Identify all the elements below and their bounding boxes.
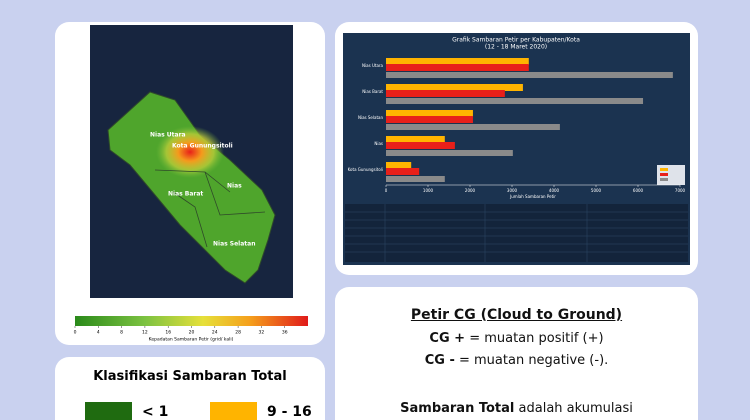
bar	[386, 90, 505, 97]
x-tick-label: 4000	[549, 188, 560, 193]
chart-title: Grafik Sambaran Petir per Kabupaten/Kota	[452, 37, 580, 44]
bar	[386, 176, 445, 182]
classification-title: Klasifikasi Sambaran Total	[93, 369, 287, 384]
region-label: Nias Utara	[150, 132, 186, 139]
bar	[386, 58, 529, 65]
colorbar-tick-label: 4	[97, 330, 100, 336]
region-label: Nias Selatan	[213, 241, 255, 248]
table	[345, 204, 688, 262]
x-tick-label: 6000	[633, 188, 644, 193]
bar	[386, 110, 473, 117]
map-card: Nias Utara Kota Gunungsitoli Nias Barat Nia…	[55, 22, 325, 345]
bar	[386, 98, 644, 104]
colorbar	[75, 316, 308, 326]
colorbar-tick-label: 36	[282, 330, 288, 336]
y-tick-label: Kota Gunungsitoli	[348, 167, 383, 172]
chart-card: Grafik Sambaran Petir per Kabupaten/Kota…	[335, 22, 698, 275]
note-line: CG + = muatan positif (+)	[335, 331, 698, 346]
chart: Grafik Sambaran Petir per Kabupaten/Kota…	[343, 33, 690, 265]
bar	[386, 116, 473, 123]
class-label: < 1	[142, 404, 169, 420]
boundaries	[154, 169, 266, 248]
colorbar-tick-label: 0	[74, 330, 77, 336]
classification-card: Klasifikasi Sambaran Total < 1 9 - 16	[55, 357, 325, 420]
bar	[386, 136, 445, 143]
bar	[386, 64, 529, 71]
y-tick-label: Nias Barat	[362, 89, 383, 94]
hotspot	[156, 126, 224, 178]
x-axis-label: Jumlah Sambaran Petir	[509, 194, 556, 199]
x-tick-label: 2000	[465, 188, 476, 193]
y-tick-label: Nias Selatan	[358, 115, 383, 120]
class-swatch	[210, 402, 257, 420]
term: Sambaran Total	[400, 401, 515, 416]
colorbar-tick-label: 32	[259, 330, 265, 336]
island	[107, 91, 276, 284]
definition: = muatan positif (+)	[465, 331, 604, 346]
colorbar-label: Kepadatan Sambaran Petir (grid/ kali)	[149, 337, 234, 343]
bar	[386, 168, 420, 175]
bar	[386, 72, 673, 78]
term: CG -	[424, 353, 455, 368]
bar	[386, 142, 455, 149]
colorbar-tick-label: 12	[142, 330, 148, 336]
region-label: Nias Barat	[168, 191, 203, 198]
y-tick-label: Nias Utara	[362, 63, 384, 68]
term: CG +	[429, 331, 466, 346]
y-tick-label: Nias	[374, 141, 383, 146]
region-label: Kota Gunungsitoli	[172, 143, 233, 150]
definition: adalah akumulasi	[514, 401, 633, 416]
bar	[386, 84, 523, 91]
legend-swatch	[660, 178, 668, 181]
region-label: Nias	[227, 183, 242, 190]
definition: = muatan negative (-).	[454, 353, 609, 368]
x-tick-label: 1000	[423, 188, 434, 193]
bar	[386, 150, 513, 156]
x-tick-label: 3000	[507, 188, 518, 193]
colorbar-tick-label: 28	[235, 330, 241, 336]
note-line: CG - = muatan negative (-).	[335, 353, 698, 368]
colorbar-tick-label: 24	[212, 330, 218, 336]
legend-swatch	[660, 173, 668, 176]
bar	[386, 124, 560, 130]
map: Nias Utara Kota Gunungsitoli Nias Barat Nia…	[74, 25, 308, 343]
x-tick-label: 7000	[675, 188, 686, 193]
chart-subtitle: (12 - 18 Maret 2020)	[485, 44, 547, 51]
colorbar-tick-label: 20	[189, 330, 195, 336]
class-label: 9 - 16	[267, 404, 312, 420]
colorbar-tick-label: 8	[120, 330, 123, 336]
colorbar-tick-label: 16	[165, 330, 171, 336]
x-tick-label: 5000	[591, 188, 602, 193]
class-swatch	[85, 402, 132, 420]
notes-card: Petir CG (Cloud to Ground) CG + = muatan…	[335, 287, 698, 420]
notes-heading: Petir CG (Cloud to Ground)	[410, 307, 623, 323]
x-tick-label: 0	[385, 188, 388, 193]
note-line: Sambaran Total adalah akumulasi	[335, 401, 698, 416]
legend-swatch	[660, 168, 668, 171]
bar	[386, 162, 412, 169]
